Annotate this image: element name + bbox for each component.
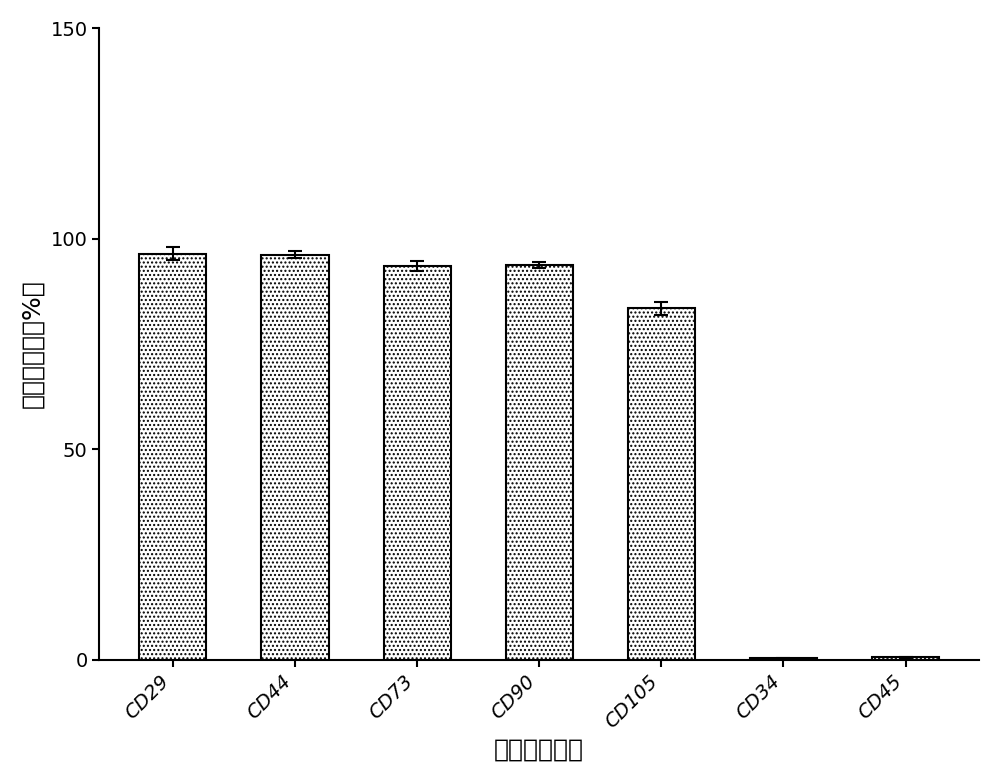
Bar — [872, 658, 939, 660]
Bar — [750, 658, 817, 660]
X-axis label: 表面标记抗原: 表面标记抗原 — [494, 737, 584, 761]
Bar — [384, 266, 451, 660]
Bar — [628, 308, 695, 660]
Bar — [506, 265, 573, 660]
Y-axis label: 阳性细胞率（%）: 阳性细胞率（%） — [21, 280, 45, 408]
Bar — [139, 253, 206, 660]
Bar — [261, 255, 329, 660]
